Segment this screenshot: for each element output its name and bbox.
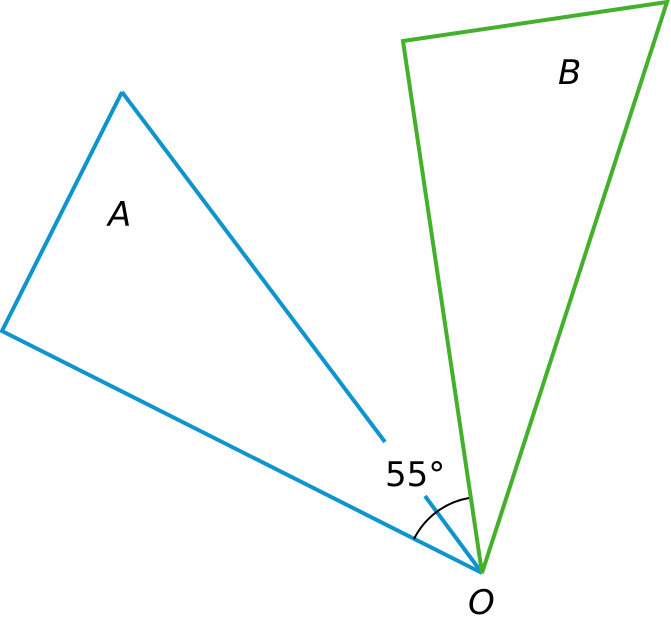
angle-arc — [413, 497, 470, 540]
angle-label: 55° — [385, 455, 445, 495]
triangle-a-side-right-upper — [120, 90, 387, 444]
triangle-a-side-right-lower — [423, 494, 484, 575]
label-b: B — [558, 53, 581, 93]
triangle-b — [400, 0, 670, 574]
label-a: A — [106, 195, 131, 235]
triangle-a-side-left — [0, 91, 483, 575]
label-o: O — [468, 583, 495, 623]
triangle-a — [0, 90, 484, 575]
